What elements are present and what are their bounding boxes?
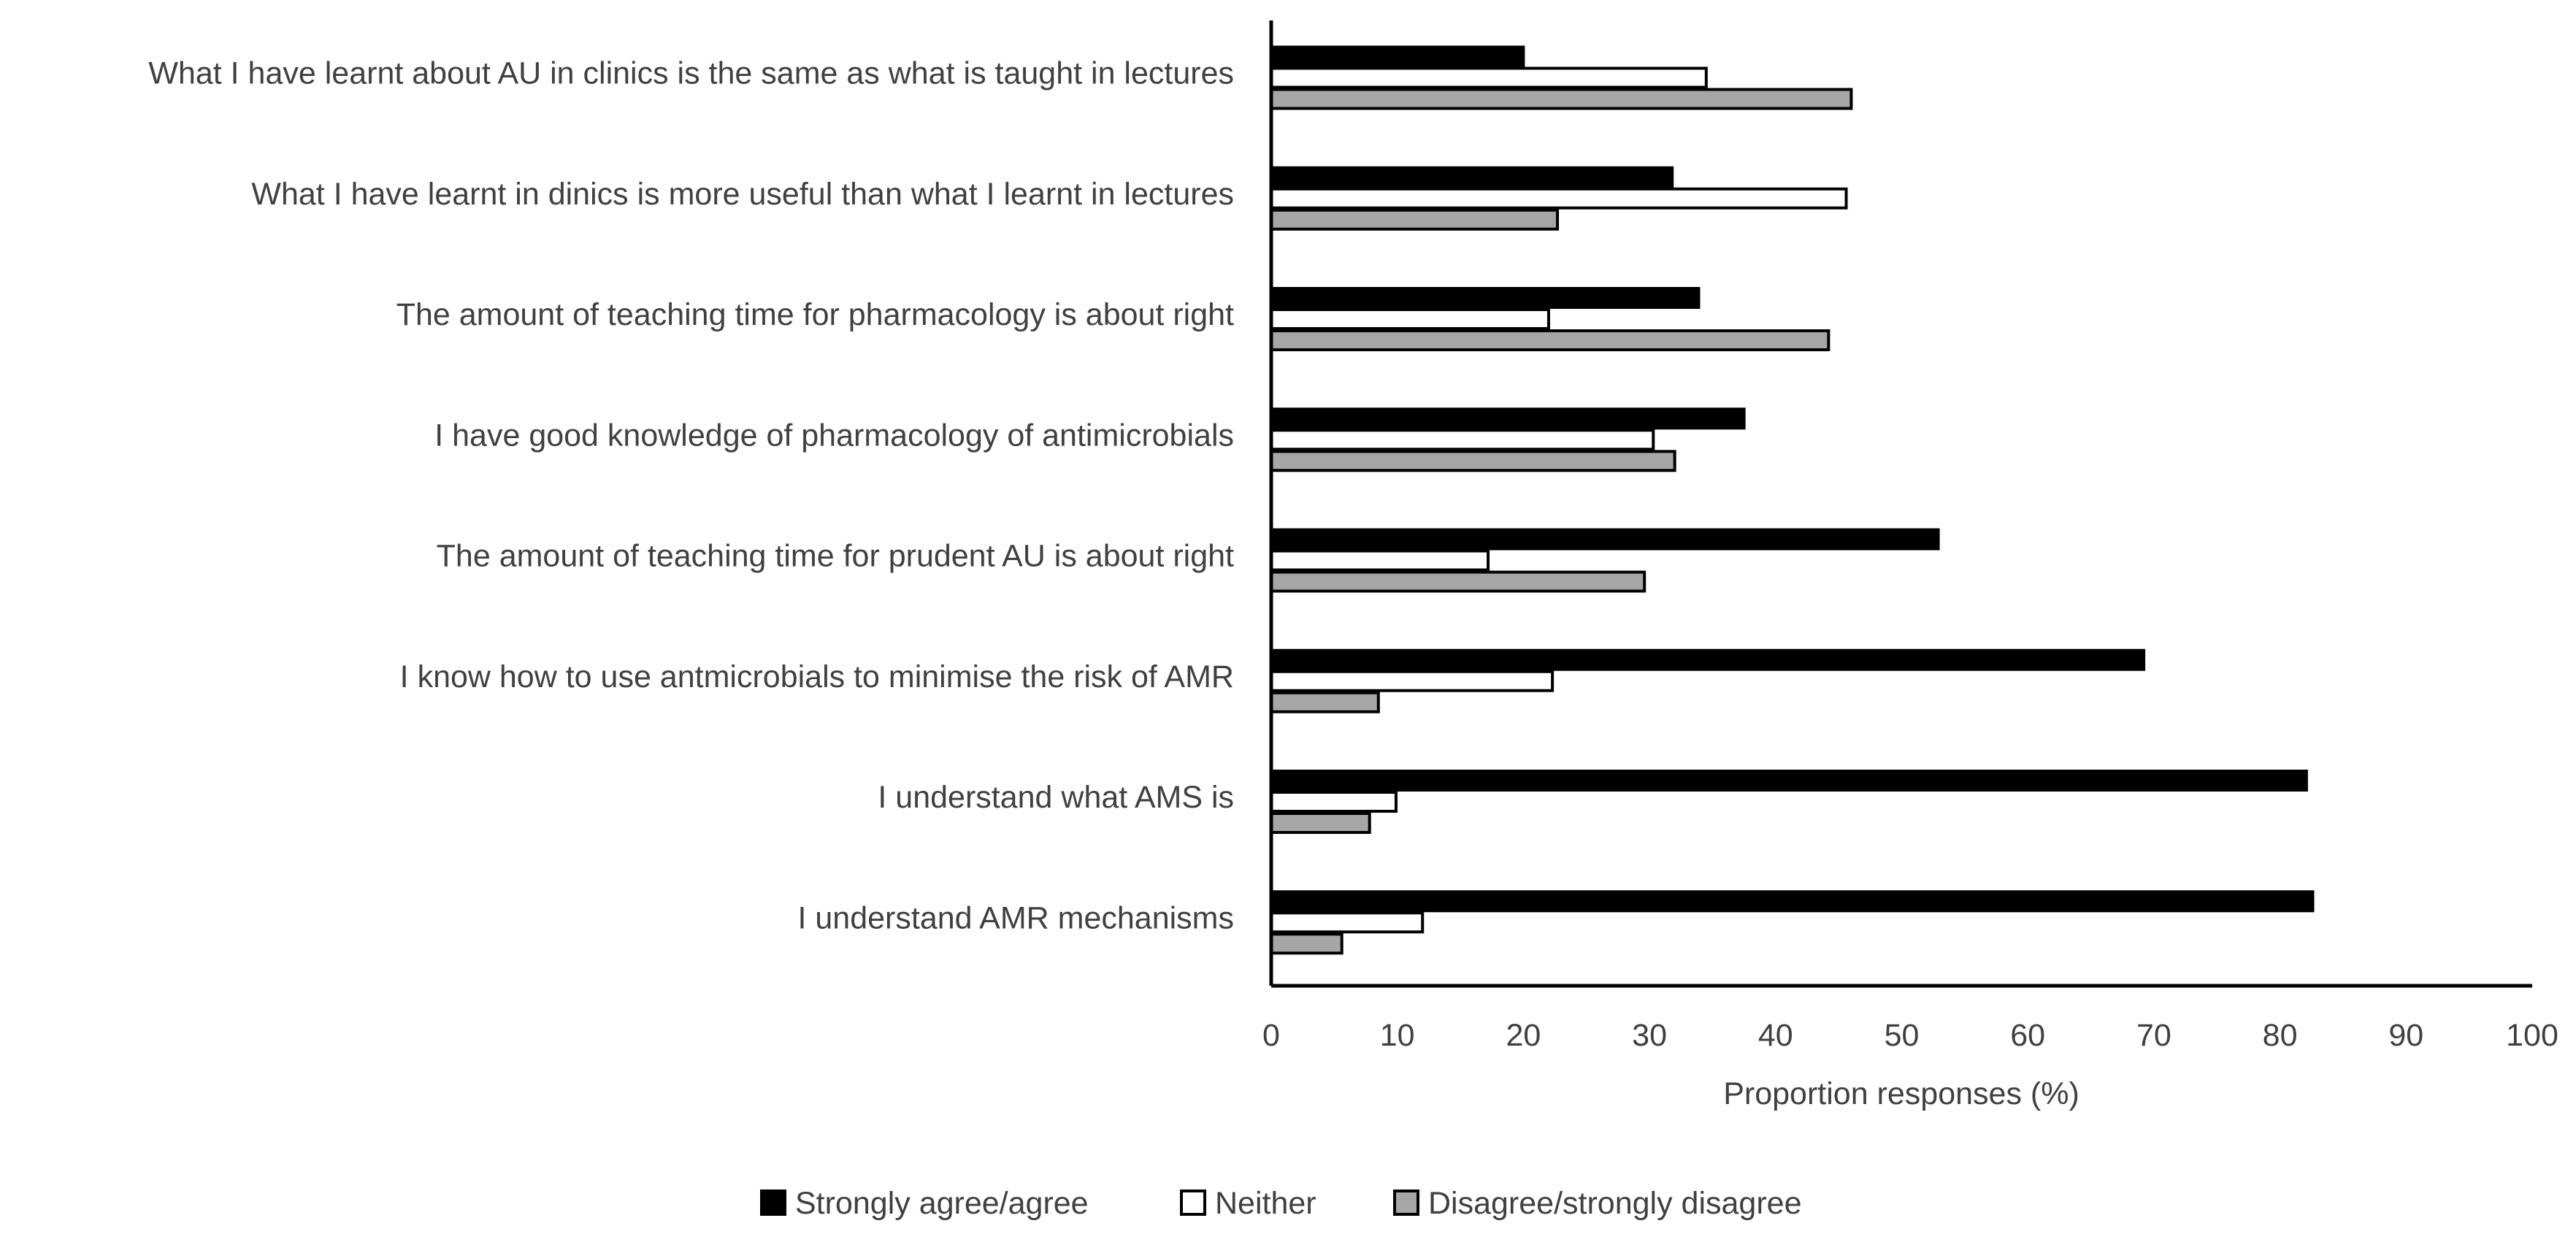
x-axis-title: Proportion responses (%) [1723,1076,2079,1111]
x-tick-label: 50 [1885,1018,1920,1053]
bar-neither [1270,66,1708,89]
bar-disagree-strongly-disagree [1270,329,1831,351]
bar-strongly-agree-agree [1270,287,1701,309]
category-label: I understand AMR mechanisms [798,900,1235,935]
bar-strongly-agree-agree [1270,890,2315,913]
bar-disagree-strongly-disagree [1270,570,1647,593]
bar-strongly-agree-agree [1270,528,1940,551]
bar-neither [1270,670,1555,692]
bar-neither [1270,549,1490,572]
category-labels: What I have learnt about AU in clinics i… [148,56,1234,936]
x-tick-label: 40 [1758,1018,1793,1053]
bars-layer [1270,45,2315,955]
bar-disagree-strongly-disagree [1270,88,1853,110]
x-tick-label: 10 [1380,1018,1415,1053]
x-tick-label: 70 [2136,1018,2171,1053]
bar-disagree-strongly-disagree [1270,691,1380,713]
bar-neither [1270,911,1425,934]
category-label: I understand what AMS is [878,780,1234,815]
bar-disagree-strongly-disagree [1270,812,1371,834]
x-tick-label: 60 [2010,1018,2045,1053]
category-label: What I have learnt about AU in clinics i… [148,56,1234,91]
legend-swatch-disagree-strongly-disagree [1393,1190,1419,1216]
legend: Strongly agree/agree Neither Disagree/stro… [760,1186,1802,1221]
bar-strongly-agree-agree [1270,407,1746,430]
bar-disagree-strongly-disagree [1270,450,1676,472]
legend-label-strongly-agree-agree: Strongly agree/agree [795,1186,1089,1221]
category-label: I have good knowledge of pharmacology of… [434,418,1234,453]
x-tick-label: 30 [1632,1018,1667,1053]
legend-swatch-strongly-agree-agree [760,1190,786,1216]
category-label: What I have learnt in dinics is more use… [251,177,1234,212]
x-tick-label: 0 [1262,1018,1280,1053]
x-tick-label: 90 [2388,1018,2423,1053]
bar-neither [1270,187,1848,210]
x-tick-label: 80 [2263,1018,2298,1053]
legend-label-disagree-strongly-disagree: Disagree/strongly disagree [1428,1186,1802,1221]
bar-neither [1270,308,1550,330]
bar-disagree-strongly-disagree [1270,208,1560,231]
category-label: I know how to use antmicrobials to minim… [400,659,1234,694]
legend-label-neither: Neither [1215,1186,1316,1221]
legend-swatch-neither [1180,1190,1206,1216]
category-label: The amount of teaching time for pharmaco… [396,297,1234,332]
bar-neither [1270,791,1398,813]
bar-strongly-agree-agree [1270,770,2308,792]
x-tick-label: 100 [2506,1018,2558,1053]
x-tick-labels: 0 10 20 30 40 50 60 70 80 90 100 [1262,1018,2558,1053]
bar-strongly-agree-agree [1270,45,1525,68]
x-tick-label: 20 [1506,1018,1541,1053]
bar-strongly-agree-agree [1270,648,2146,671]
bar-neither [1270,429,1655,451]
axes-layer [1269,20,2532,988]
bar-disagree-strongly-disagree [1270,932,1343,955]
category-label: The amount of teaching time for prudent … [437,539,1234,574]
bar-strongly-agree-agree [1270,166,1674,188]
